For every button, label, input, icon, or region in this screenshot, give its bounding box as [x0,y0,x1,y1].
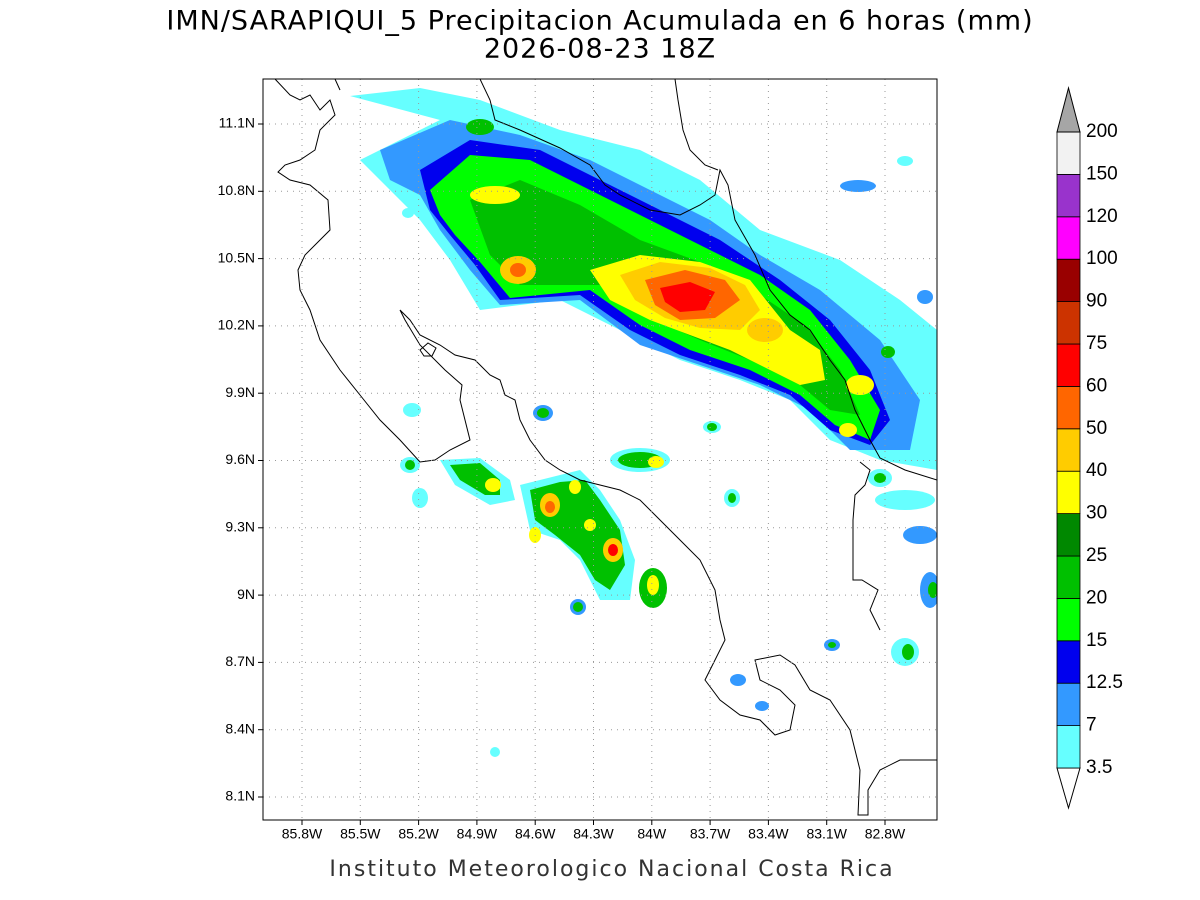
lon-label: 85.5W [340,826,381,842]
graticule [263,79,937,820]
colorbar-band [1056,385,1081,430]
colorbar-label: 3.5 [1086,757,1112,778]
colorbar-band [1056,598,1081,642]
lon-label: 85.8W [282,826,323,842]
lon-label: 85.2W [398,826,439,842]
coastlines [274,79,937,816]
lon-label: 83.4W [748,826,789,842]
colorbar-label: 90 [1086,291,1107,312]
title: IMN/SARAPIQUI_5 Precipitacion Acumulada … [166,6,1033,37]
lat-label: 10.8N [218,182,255,198]
lat-label: 9.9N [225,384,255,400]
lon-label: 83.1W [806,826,847,842]
colorbar-label: 120 [1086,206,1118,227]
map-area [274,79,937,816]
colorbar-label: 60 [1086,375,1107,396]
lat-label: 9N [237,586,255,602]
lat-label: 8.1N [225,788,255,804]
colorbar-band [1056,343,1081,387]
lat-label: 8.7N [225,653,255,669]
colorbar-label: 200 [1086,121,1118,142]
colorbar-band [1056,173,1081,218]
colorbar-lower-triangle [1056,767,1081,810]
lon-label: 84.9W [457,826,498,842]
colorbar: 3.5 7 12.5 15 20 25 30 40 50 60 75 90 100 120 150 200 [1056,86,1123,810]
axis-labels: 11.1N 10.8N 10.5N 10.2N 9.9N 9.6N 9.3N 9N 8.7N 8.… [218,115,906,842]
colorbar-band [1056,258,1081,303]
lon-label: 84W [637,826,667,842]
colorbar-label: 150 [1086,163,1118,184]
colorbar-label: 20 [1086,587,1107,608]
colorbar-label: 15 [1086,630,1107,651]
lat-label: 9.3N [225,519,255,535]
colorbar-band [1056,555,1081,599]
colorbar-label: 7 [1086,715,1097,736]
colorbar-label: 40 [1086,460,1107,481]
colorbar-band [1056,216,1081,260]
subtitle: 2026-08-23 18Z [484,34,716,65]
colorbar-band [1056,513,1081,557]
lat-label: 10.2N [218,317,255,333]
lat-label: 8.4N [225,720,255,736]
colorbar-upper-triangle [1056,86,1081,133]
colorbar-label: 25 [1086,545,1107,566]
lat-label: 9.6N [225,451,255,467]
colorbar-band [1056,725,1081,769]
lon-label: 84.6W [515,826,556,842]
footer: Instituto Meteorologico Nacional Costa R… [329,857,894,882]
colorbar-label: 30 [1086,503,1107,524]
map-frame [262,78,938,821]
lon-label: 84.3W [573,826,614,842]
precip-field [350,88,937,757]
colorbar-band [1056,640,1081,684]
colorbar-band [1056,131,1081,175]
colorbar-band [1056,428,1081,472]
lon-label: 83.7W [690,826,731,842]
lat-label: 11.1N [219,115,255,131]
colorbar-label: 50 [1086,418,1107,439]
lat-label: 10.5N [218,249,255,265]
colorbar-label: 75 [1086,333,1107,354]
colorbar-band [1056,470,1081,515]
colorbar-label: 12.5 [1086,672,1123,693]
colorbar-band [1056,682,1081,727]
colorbar-band [1056,301,1081,345]
lon-label: 82.8W [865,826,906,842]
colorbar-label: 100 [1086,248,1118,269]
